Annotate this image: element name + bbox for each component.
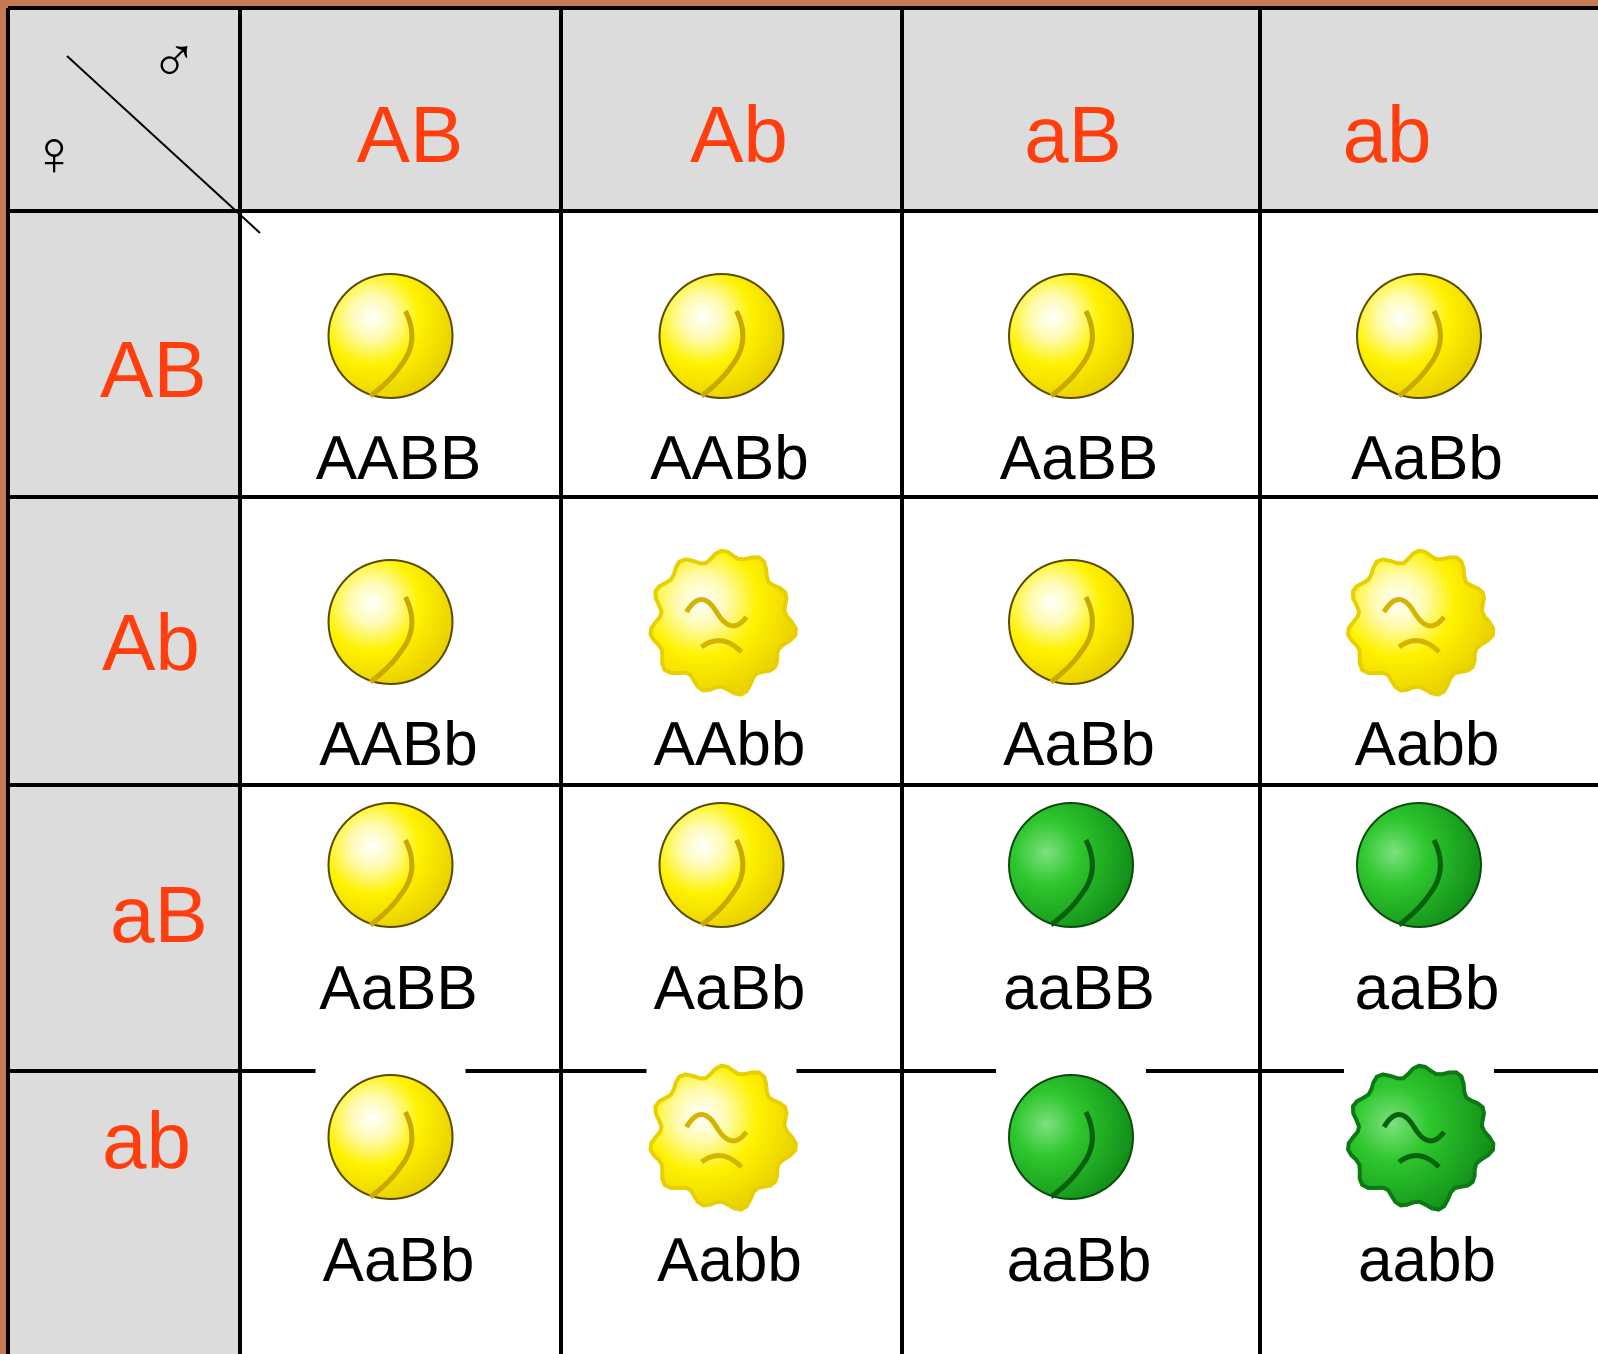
genotype: AaBB: [319, 954, 478, 1023]
genotype: aaBb: [1355, 954, 1500, 1023]
pea-crease: [1397, 309, 1443, 398]
pea: [1356, 802, 1482, 928]
column-gamete: ab: [1343, 90, 1432, 179]
pea-crease: [1049, 595, 1095, 684]
column-gamete: aB: [1024, 90, 1122, 179]
genotype: aaBB: [1003, 954, 1155, 1023]
row-gamete: AB: [100, 325, 207, 414]
pea-crease: [1049, 838, 1095, 927]
genotype: AaBb: [323, 1226, 475, 1295]
pea-crease: [699, 309, 746, 398]
pea: [327, 1074, 454, 1200]
pea-crease: [368, 309, 415, 398]
header-row: [8, 8, 1598, 211]
pea-crease: [1049, 309, 1095, 398]
pea: [1008, 1074, 1134, 1200]
genotype: AABB: [316, 424, 481, 493]
row-gamete: Ab: [102, 598, 200, 687]
pea: [327, 559, 454, 685]
pea: [1356, 273, 1482, 399]
pea-crease: [368, 595, 415, 684]
male-symbol: ♂: [150, 24, 198, 96]
row-gamete: aB: [110, 870, 208, 959]
pea-crease: [368, 838, 415, 927]
header-column: [8, 8, 240, 1354]
pea: [1008, 559, 1134, 685]
genotype: AAbb: [654, 710, 806, 779]
pea-crease: [1049, 1110, 1095, 1199]
pea-wrinkle: [1381, 1112, 1446, 1169]
genotype: AaBb: [1351, 424, 1503, 493]
genotype: AABb: [650, 424, 809, 493]
grid-content: AB Ab aB ab AB AABB AABb AaBB AaBb Ab AABb AAbb AaBb…: [6, 6, 1598, 1354]
pea-crease: [1397, 838, 1443, 927]
pea-wrinkle: [684, 1112, 749, 1169]
pea: [327, 802, 454, 928]
pea: [1008, 802, 1134, 928]
genotype: Aabb: [657, 1226, 802, 1295]
pea-wrinkle: [1381, 597, 1446, 654]
genotype: AaBb: [654, 954, 806, 1023]
pea-wrinkle: [684, 597, 749, 654]
genotype: aabb: [1358, 1226, 1496, 1295]
pea: [1008, 273, 1134, 399]
genotype: aaBb: [1007, 1226, 1152, 1295]
corner-diagonal: [66, 55, 261, 234]
genotype: AABb: [319, 710, 478, 779]
pea-crease: [368, 1110, 415, 1199]
column-gamete: Ab: [690, 90, 788, 179]
table-background: [8, 8, 1598, 1354]
pea: [327, 273, 454, 399]
pea-crease: [699, 838, 746, 927]
pea: [658, 273, 785, 399]
row-gamete: ab: [102, 1096, 191, 1185]
genotype: AaBb: [1003, 710, 1155, 779]
genotype: Aabb: [1355, 710, 1500, 779]
genotype: AaBB: [1000, 424, 1159, 493]
column-gamete: AB: [357, 90, 464, 179]
female-symbol: ♀: [30, 117, 78, 189]
pea: [658, 802, 785, 928]
